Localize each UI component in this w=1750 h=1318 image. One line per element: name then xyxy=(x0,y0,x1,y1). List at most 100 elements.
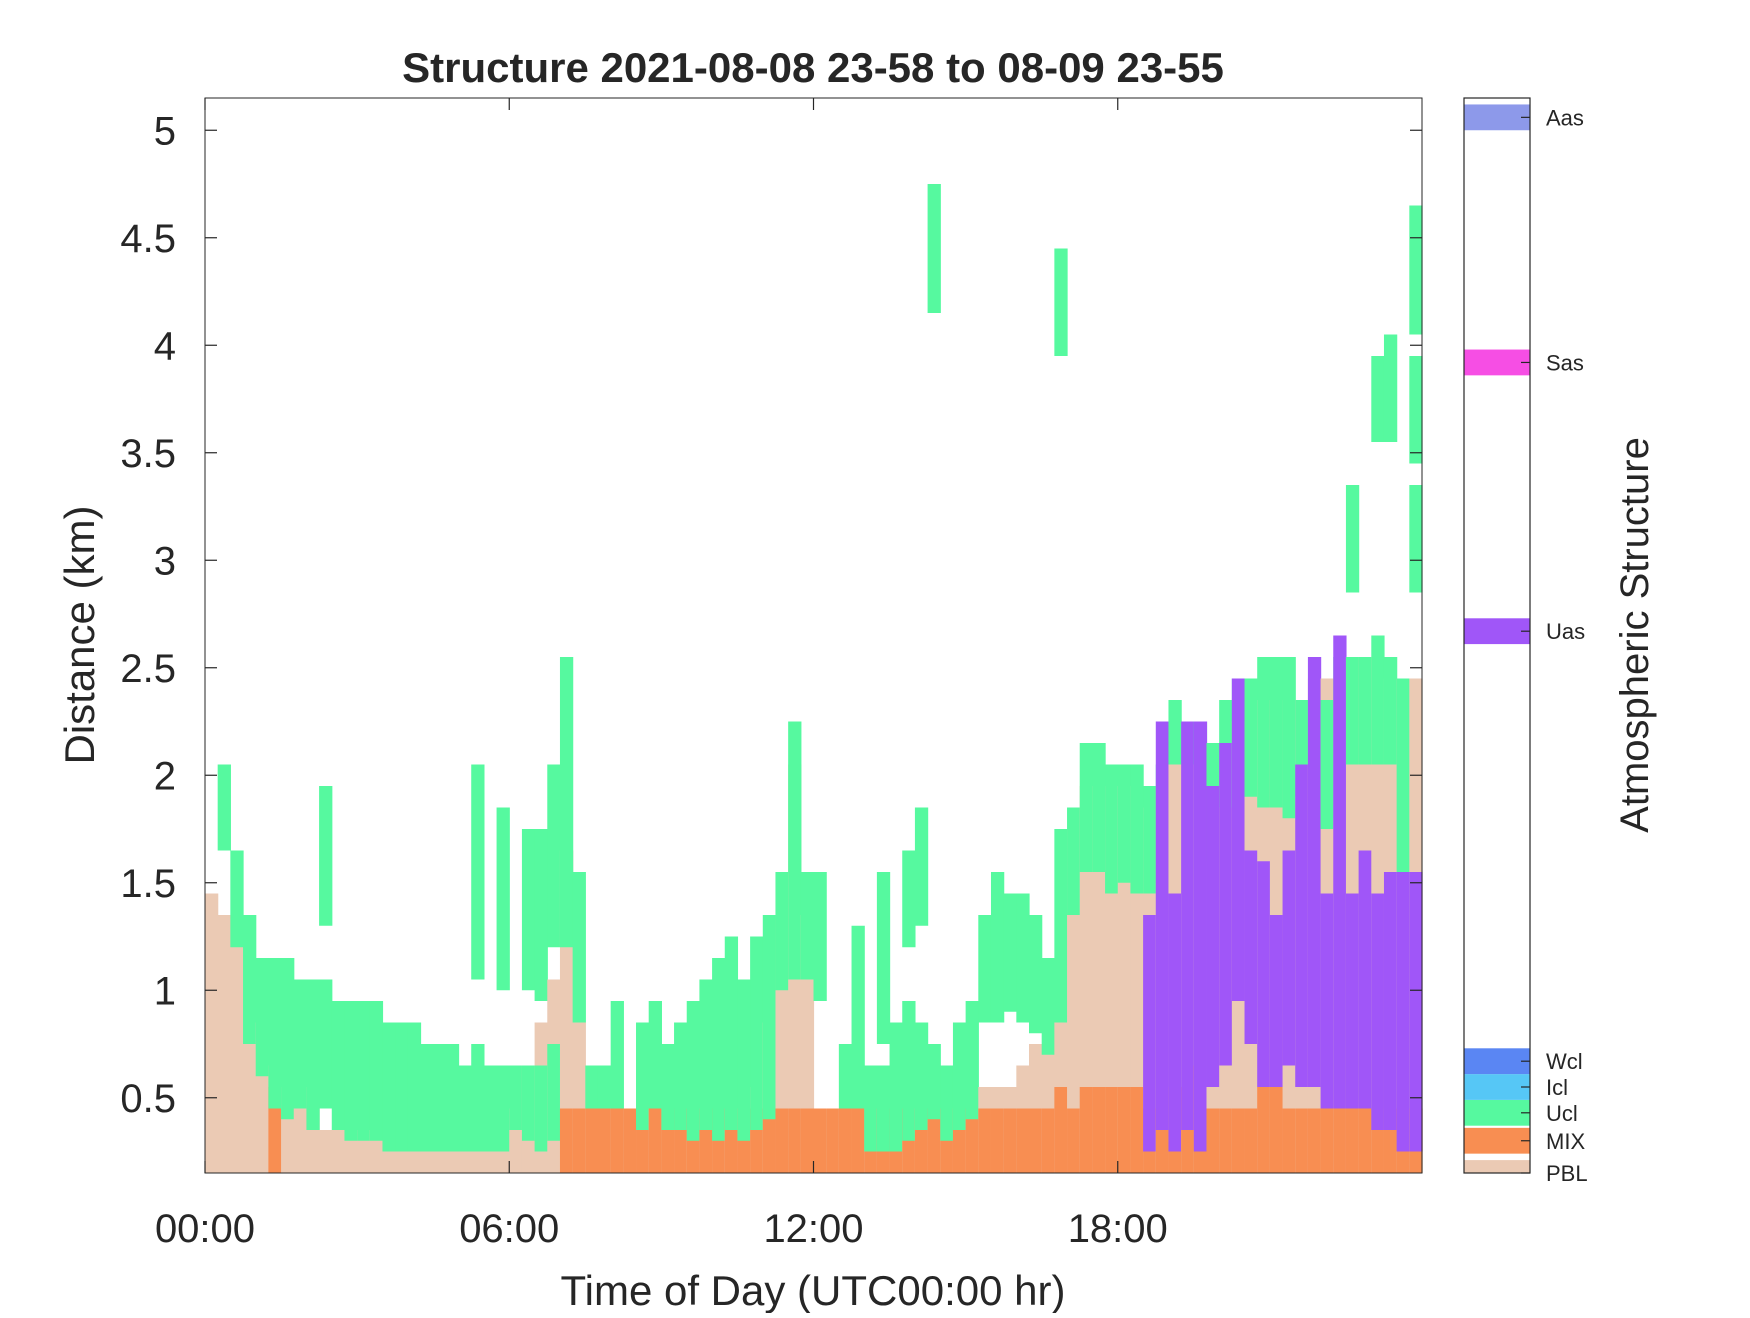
mix-bar xyxy=(1130,1087,1144,1173)
ucl-bar xyxy=(838,1044,853,1109)
ucl-bar xyxy=(1003,893,1017,1012)
ucl-bar xyxy=(1130,764,1144,894)
ucl-bar xyxy=(914,1022,929,1130)
y-axis: 0.5 1 1.5 2 2.5 3 3.5 4 4.5 5 xyxy=(120,109,1422,1121)
colorbar-swatch xyxy=(1464,349,1530,376)
ucl-bar xyxy=(445,1044,460,1152)
mix-bar xyxy=(1105,1087,1119,1173)
pbl-bar xyxy=(1092,786,1106,1173)
ucl-bar xyxy=(496,1065,510,1152)
pbl-bar xyxy=(458,1151,472,1173)
uas-bar xyxy=(1143,915,1157,1152)
pbl-bar xyxy=(1079,786,1093,1173)
ucl-bar xyxy=(864,1065,878,1152)
ucl-bar xyxy=(496,807,510,991)
y-tick-label: 1 xyxy=(154,969,176,1013)
ucl-bar xyxy=(407,1022,422,1152)
pbl-bar xyxy=(205,893,219,1173)
ucl-bar xyxy=(1396,678,1410,872)
uas-bar xyxy=(1358,850,1372,1109)
ucl-bar xyxy=(382,1022,396,1152)
ucl-bar xyxy=(952,1022,967,1130)
ucl-bar xyxy=(1041,958,1055,1055)
ucl-bar xyxy=(1105,764,1119,894)
mix-bar xyxy=(1067,1108,1081,1173)
pbl-bar xyxy=(319,1130,333,1173)
y-tick-label: 4 xyxy=(154,324,176,368)
mix-bar xyxy=(1016,1108,1030,1173)
colorbar-swatch xyxy=(1464,104,1530,131)
ucl-bar xyxy=(661,1044,675,1130)
mix-bar xyxy=(813,1108,827,1173)
ucl-bar xyxy=(1117,764,1132,883)
mix-bar xyxy=(585,1108,599,1173)
pbl-bar xyxy=(382,1151,396,1173)
colorbar-tick-label: Sas xyxy=(1546,350,1584,375)
ucl-bar xyxy=(876,1065,891,1152)
pbl-bar xyxy=(445,1151,460,1173)
ucl-bar xyxy=(1054,829,1068,1023)
uas-bar xyxy=(1307,657,1322,1087)
x-tick-label: 12:00 xyxy=(763,1207,863,1251)
y-tick-label: 3 xyxy=(154,539,176,583)
mix-bar xyxy=(559,1108,574,1173)
uas-bar xyxy=(1371,893,1385,1130)
ucl-bar xyxy=(990,872,1005,1023)
x-tick-label: 00:00 xyxy=(155,1207,255,1251)
ucl-bar xyxy=(597,1065,612,1109)
ucl-bar xyxy=(686,1001,701,1141)
colorbar-swatch xyxy=(1464,1074,1530,1100)
chart-title: Structure 2021-08-08 23-58 to 08-09 23-5… xyxy=(402,44,1224,91)
ucl-bar xyxy=(1067,807,1081,915)
uas-bar xyxy=(1231,678,1246,1001)
mix-bar xyxy=(1206,1108,1220,1173)
ucl-bar xyxy=(1016,893,1030,1023)
mix-bar xyxy=(978,1108,992,1173)
ucl-bar xyxy=(293,979,308,1109)
uas-bar xyxy=(1409,872,1423,1152)
ucl-bar xyxy=(940,1065,954,1141)
ucl-bar xyxy=(889,1022,903,1152)
ucl-bar xyxy=(1371,635,1385,765)
uas-bar xyxy=(1396,872,1410,1152)
ucl-bar xyxy=(610,1001,624,1109)
ucl-bar xyxy=(1358,657,1372,765)
ucl-bar xyxy=(509,1065,523,1130)
ucl-bar xyxy=(1282,657,1296,819)
ucl-bar xyxy=(737,979,751,1141)
ucl-bar xyxy=(1371,356,1385,442)
ucl-bar xyxy=(902,1001,916,1141)
ucl-bar xyxy=(572,872,586,1023)
uas-bar xyxy=(1181,721,1195,1130)
ucl-bar xyxy=(547,764,561,948)
ucl-bar xyxy=(648,1001,662,1109)
ucl-bar xyxy=(750,936,764,1130)
mix-bar xyxy=(1358,1108,1372,1173)
colorbar-box xyxy=(1463,97,1531,1174)
mix-bar xyxy=(1003,1108,1017,1173)
mix-bar xyxy=(597,1108,612,1173)
uas-bar xyxy=(1244,850,1258,1044)
ucl-bar xyxy=(306,979,320,1130)
ucl-bar xyxy=(255,958,269,1077)
mix-bar xyxy=(648,1108,662,1173)
uas-bar xyxy=(1282,850,1296,1066)
ucl-bar xyxy=(775,872,789,991)
ucl-bar xyxy=(458,1065,472,1152)
mix-bar xyxy=(1117,1087,1132,1173)
ucl-bar xyxy=(1054,248,1068,356)
uas-bar xyxy=(1333,635,1347,1109)
ucl-bar xyxy=(636,1022,650,1130)
ucl-bar xyxy=(1269,657,1284,808)
pbl-bar xyxy=(496,1151,510,1173)
uas-bar xyxy=(1383,872,1398,1130)
ucl-bar xyxy=(1092,743,1106,872)
ucl-bar xyxy=(331,1001,346,1130)
mix-bar xyxy=(1029,1108,1043,1173)
pbl-bar xyxy=(230,936,244,1173)
ucl-bar xyxy=(788,721,802,980)
ucl-bar xyxy=(420,1044,434,1152)
mix-bar xyxy=(788,1108,802,1173)
pbl-bar xyxy=(331,1130,346,1173)
mix-bar xyxy=(1333,1108,1347,1173)
